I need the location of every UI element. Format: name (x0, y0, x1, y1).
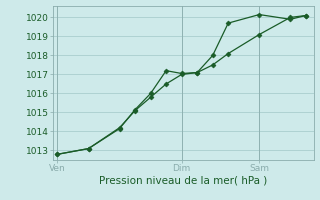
X-axis label: Pression niveau de la mer( hPa ): Pression niveau de la mer( hPa ) (99, 176, 267, 186)
